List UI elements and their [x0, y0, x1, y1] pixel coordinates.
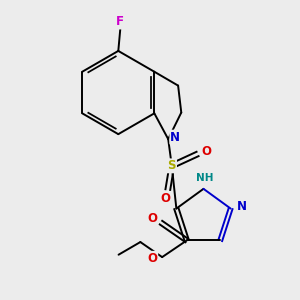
Text: O: O [201, 146, 211, 158]
Text: O: O [147, 252, 157, 265]
Text: O: O [147, 212, 157, 225]
Text: N: N [237, 200, 247, 213]
Text: F: F [116, 16, 124, 28]
Text: NH: NH [196, 173, 213, 183]
Text: O: O [161, 192, 171, 205]
Text: S: S [167, 159, 176, 172]
Text: N: N [170, 130, 180, 144]
